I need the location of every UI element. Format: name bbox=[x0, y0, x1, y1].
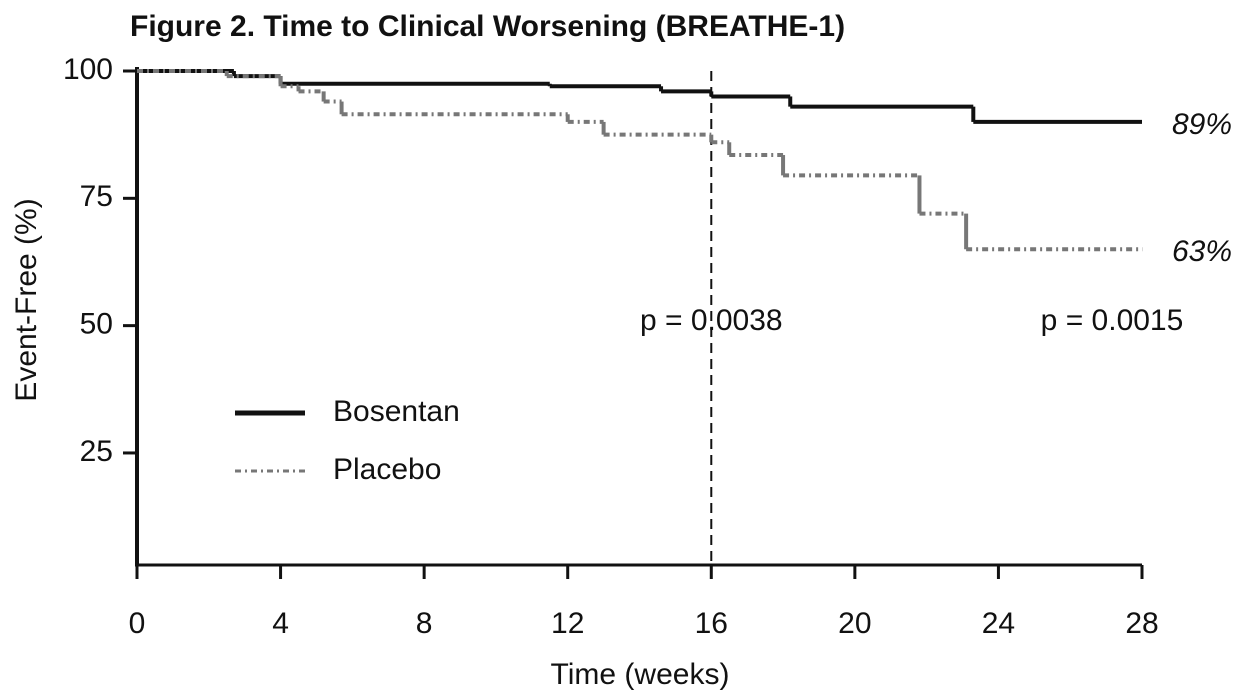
y-tick-label: 50 bbox=[80, 308, 113, 341]
y-tick-label: 25 bbox=[80, 435, 113, 468]
x-axis-label: Time (weeks) bbox=[551, 658, 730, 691]
x-tick-label: 0 bbox=[129, 607, 146, 640]
x-tick-label: 20 bbox=[838, 607, 871, 640]
end-label: 89% bbox=[1172, 108, 1232, 141]
x-tick-label: 12 bbox=[551, 607, 584, 640]
chart-title: Figure 2. Time to Clinical Worsening (BR… bbox=[130, 10, 845, 43]
x-tick-label: 24 bbox=[982, 607, 1015, 640]
x-tick-label: 8 bbox=[416, 607, 433, 640]
legend-label: Placebo bbox=[333, 453, 441, 486]
y-tick-label: 100 bbox=[63, 53, 113, 86]
y-tick-label: 75 bbox=[80, 180, 113, 213]
y-axis-label: Event-Free (%) bbox=[10, 198, 43, 401]
annotation: p = 0.0015 bbox=[1041, 304, 1184, 337]
x-tick-label: 4 bbox=[272, 607, 289, 640]
legend-label: Bosentan bbox=[333, 395, 460, 428]
annotation: p = 0.0038 bbox=[640, 304, 783, 337]
x-tick-label: 28 bbox=[1125, 607, 1158, 640]
end-label: 63% bbox=[1172, 235, 1232, 268]
x-tick-label: 16 bbox=[695, 607, 728, 640]
